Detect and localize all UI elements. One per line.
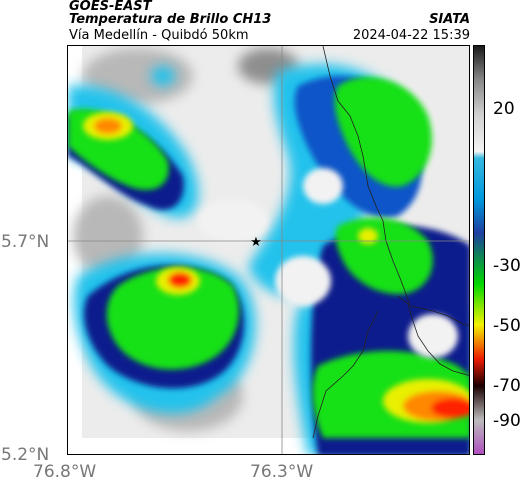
datetime-label: 2024-04-22 15:39 [352,28,470,43]
red-core-sw [168,272,192,288]
clear-patch-mid [198,199,268,243]
temperature-colorbar [473,45,485,455]
green-core-sw [106,267,240,370]
route-subtitle: Vía Medellín - Quibdó 50km [69,28,249,43]
clear-patch-ne [303,168,343,204]
clear-patch-center [275,256,331,306]
green-core-n [334,77,432,187]
map-panel[interactable]: ★ [67,45,470,455]
org-label: SIATA [429,12,470,27]
clear-patch-e [408,314,458,358]
cyan-blob-top [151,66,175,86]
river-line [312,310,379,439]
brightness-temperature-map: ★ [68,46,469,454]
yellow-core-e [358,228,378,244]
lat-label-5.7N: 5.7°N [1,232,50,252]
lon-label-76.8W: 76.8°W [33,462,97,482]
satellite-name: GOES-EAST [69,0,152,14]
red-core-se [431,398,469,418]
colorbar-tick: 20 [493,99,515,119]
orange-core-nw [94,118,122,134]
gray-area-w [73,196,143,276]
colorbar-tick: -50 [493,316,521,336]
gray-area-nw [83,48,193,104]
product-title: Temperatura de Brillo CH13 [69,12,272,27]
location-marker-star: ★ [250,235,262,250]
colorbar-tick: -30 [493,256,521,276]
colorbar-tick: -90 [493,411,521,431]
region-boundary [397,295,469,376]
lon-label-76.3W: 76.3°W [250,462,314,482]
lat-label-5.2N: 5.2°N [1,445,50,465]
colorbar-tick: -70 [493,376,521,396]
